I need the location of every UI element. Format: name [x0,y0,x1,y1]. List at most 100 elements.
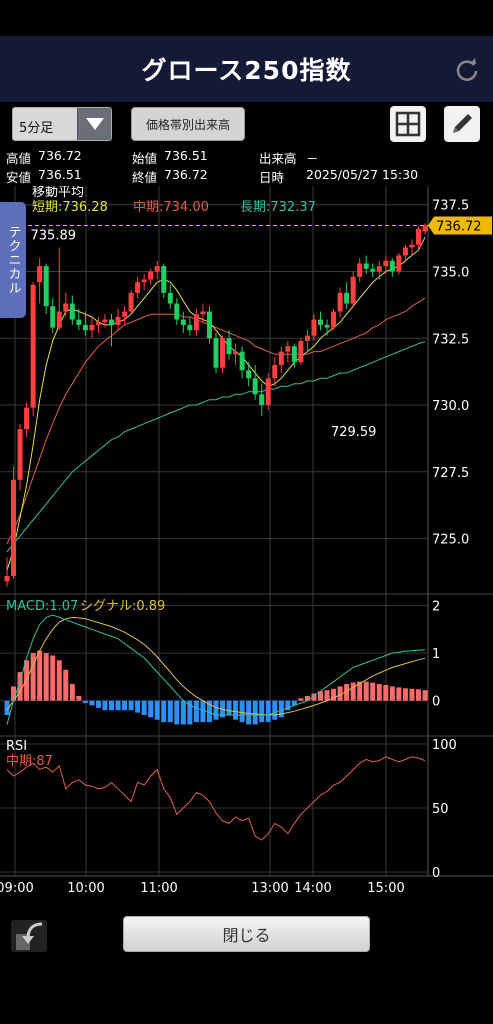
candle-body [239,351,245,371]
candle-body [17,429,23,480]
macd-histogram-bar [357,681,363,701]
technical-tab[interactable]: テクニカル [0,202,26,318]
macd-histogram-bar [291,700,297,706]
refresh-button[interactable] [453,56,481,84]
candle-body [344,292,350,304]
candle-body [135,282,141,293]
candle-body [50,306,56,328]
candle-body [357,263,363,277]
macd-histogram-bar [278,700,284,718]
macd-histogram-bar [50,655,56,701]
y-tick-label: 727.5 [432,466,469,481]
macd-histogram-bar [233,700,239,720]
chart-toolbar: 5分足 価格帯別出来高 [0,102,493,146]
macd-histogram-bar [109,700,114,711]
candle-body [154,266,160,272]
macd-histogram-bar [298,698,304,701]
candle-body [220,338,226,368]
macd-histogram-bar [24,660,30,701]
candle-body [331,311,337,328]
sma-mid-line [6,297,426,545]
macd-histogram-bar [259,700,265,723]
dropdown-button[interactable] [77,108,111,140]
y-tick-label: 732.5 [432,332,469,347]
macd-histogram-bar [82,700,88,704]
candle-body [383,260,389,267]
chart-area[interactable]: 09:00 10:00 11:00 13:00 14:00 15:00 737.5 735.0… [0,186,493,900]
macd-histogram-bar [318,691,323,701]
price-annotation: 729.59 [331,425,377,440]
macd-histogram-bar [363,681,369,701]
macd-histogram-bar [115,700,121,711]
candle-body [141,279,147,283]
candle-body [422,225,428,232]
macd-y-tick-label: 1 [432,647,440,662]
candle-body [363,263,369,269]
x-tick-label: 11:00 [140,881,177,896]
rsi-y-tick-label: 50 [432,802,449,817]
candle-body [161,266,167,293]
layout-button[interactable] [390,106,426,142]
candle-body [396,255,402,272]
status-bar [0,0,493,36]
macd-histogram-bar [193,700,199,723]
candle-body [122,311,128,317]
x-tick-label: 09:00 [0,881,34,896]
macd-histogram-bar [389,686,395,701]
macd-histogram-bar [422,690,428,701]
macd-y-tick-label: 0 [432,695,440,710]
macd-histogram-bar [324,690,330,701]
ma-legend-item: 短期:736.28 [32,200,108,215]
macd-histogram-bar [415,689,421,701]
ma-legend-item: 長期:732.37 [240,200,316,215]
macd-histogram-bar [402,688,408,701]
sma-long-line [6,341,426,553]
candle-body [187,324,193,331]
y-tick-label: 725.0 [432,533,469,548]
rsi-legend: 中期:87 [6,754,53,769]
macd-histogram-bar [148,700,154,718]
close-button[interactable]: 閉じる [123,916,370,952]
quote-info: 高値 736.72 始値 736.51 出来高 － 安値 736.51 終値 7… [0,146,493,186]
back-arrow-icon [11,920,47,952]
macd-histogram-bar [63,669,69,701]
candle-body [285,346,291,352]
price-annotation: 735.89 [31,229,77,244]
chevron-down-icon [86,118,104,130]
macd-legend: MACD:1.07 [6,599,78,614]
candle-body [95,322,101,325]
low-label: 安値 [6,170,32,185]
macd-histogram-bar [239,700,245,723]
drawing-button[interactable] [444,106,480,142]
price-volume-button[interactable]: 価格帯別出来高 [131,107,245,141]
candle-body [180,319,186,325]
macd-histogram-bar [95,700,101,708]
macd-histogram-bar [285,700,291,711]
macd-histogram-bar [331,688,337,701]
candle-body [259,394,265,406]
high-value: 736.72 [38,148,82,163]
macd-histogram-bar [4,700,10,715]
chart-background [0,186,493,900]
candle-body [213,338,219,368]
candle-body [82,324,88,331]
candle-body [350,276,356,304]
candle-body [389,260,395,272]
rsi-line [6,756,426,841]
candle-body [298,340,304,363]
candle-body [69,303,75,320]
interval-select[interactable]: 5分足 [12,107,112,141]
candle-body [233,351,239,355]
macd-histogram-bar [135,700,141,713]
macd-histogram-bar [396,687,402,701]
app-header: グロース250指数 [0,36,493,102]
macd-histogram-bar [174,700,180,725]
candle-body [311,319,317,336]
candle-body [278,351,284,365]
macd-histogram-bar [128,700,134,711]
macd-histogram-bar [17,672,23,701]
candle-body [272,364,278,379]
candle-body [226,338,232,355]
rsi-y-tick-label: 0 [432,866,440,881]
back-button[interactable] [10,918,48,954]
